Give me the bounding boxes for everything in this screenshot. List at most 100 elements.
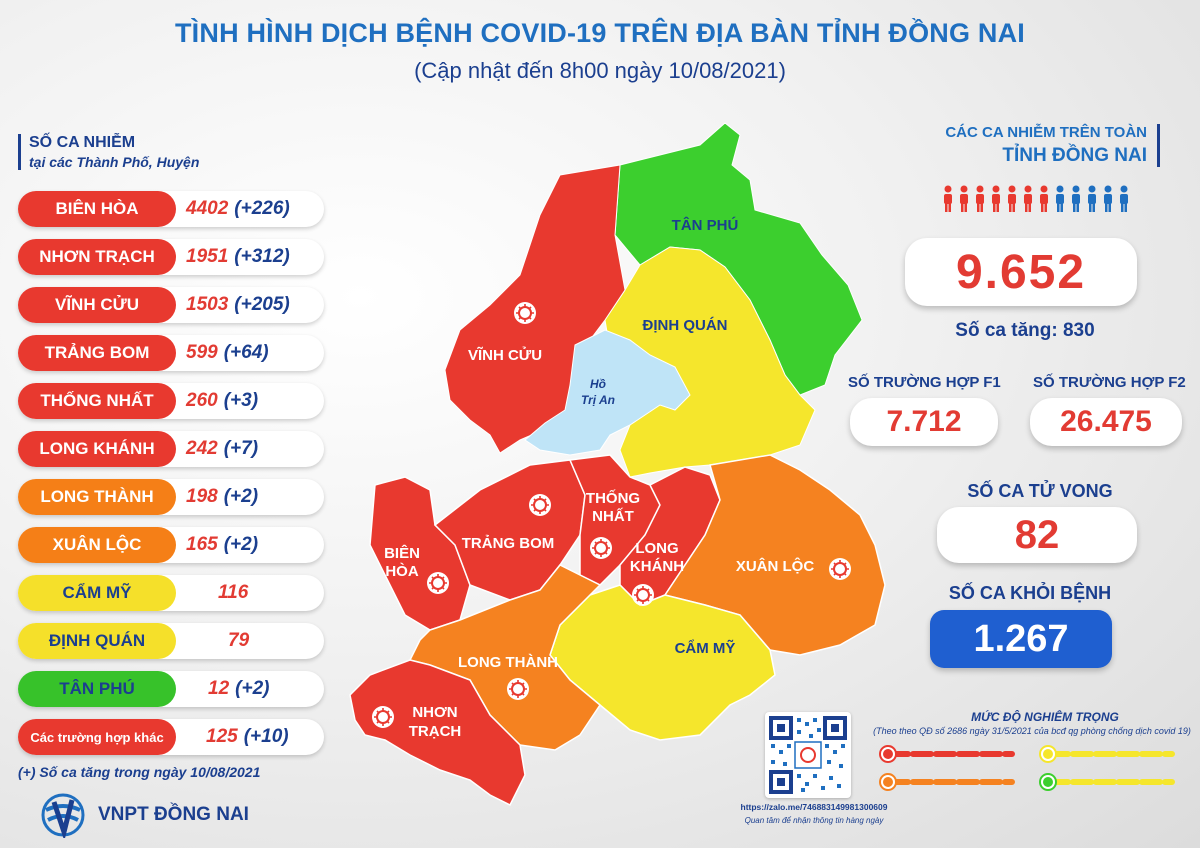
f1-label: SỐ TRƯỜNG HỢP F1 [848,374,1001,391]
virus-icon [507,678,529,700]
district-row-thong-nhat: THỐNG NHẤT 260 (+3) [18,383,324,419]
qr-note: Quan tâm để nhận thông tin hàng ngày [744,816,884,825]
case-increase: (+3) [223,390,259,411]
label-cam-my: CẨM MỸ [675,639,736,657]
label-thong-nhat-1: THỐNG [586,489,640,507]
district-row-tan-phu: TÂN PHÚ 12 (+2) [18,671,324,707]
severity-red-scale [879,745,1015,763]
case-count: 4402 [186,198,229,219]
vnpt-logo-icon [41,793,85,841]
case-count: 599 [186,342,218,363]
virus-icon [590,537,612,559]
severity-green-scale [1039,773,1175,791]
deaths-value: 82 [937,507,1137,563]
footnote: (+) Số ca tăng trong ngày 10/08/2021 [18,764,261,780]
district-name: TÂN PHÚ [18,671,176,707]
total-cases-value: 9.652 [905,238,1137,306]
label-nhon-trach-1: NHƠN [412,704,457,721]
virus-icon [514,302,536,324]
case-count: 79 [228,630,250,651]
district-row-nhon-trach: NHƠN TRẠCH 1951 (+312) [18,239,324,275]
page-title: TÌNH HÌNH DỊCH BỆNH COVID-19 TRÊN ĐỊA BÀ… [174,18,1026,48]
label-tri-an: Trị An [581,393,615,407]
deaths-label: SỐ CA TỬ VONG [967,481,1113,501]
recovered-label: SỐ CA KHỎI BỆNH [948,583,1112,603]
severity-title: MỨC ĐỘ NGHIÊM TRỌNG [971,710,1119,724]
district-name: Các trường hợp khác [18,719,176,755]
region-xuan-loc [663,454,886,656]
heading-line1: SỐ CA NHIỄM [29,134,136,151]
case-count: 1503 [186,294,229,315]
zalo-link[interactable]: https://zalo.me/746883149981300609 [740,802,888,812]
brand: VNPT ĐỒNG NAI [40,792,249,843]
case-increase: (+64) [223,342,269,363]
recovered-value: 1.267 [930,610,1112,668]
case-count: 125 [206,726,238,747]
label-thong-nhat-2: NHẤT [592,508,634,525]
case-count: 242 [186,438,218,459]
qr-code-icon[interactable] [765,712,851,798]
district-name: BIÊN HÒA [18,191,176,227]
district-row-cam-my: CẨM MỸ 116 [18,575,324,611]
cases-by-district-heading: SỐ CA NHIỄM tại các Thành Phố, Huyện [18,134,199,170]
case-increase: (+205) [234,294,290,315]
case-count: 165 [186,534,218,555]
f1-value: 7.712 [850,398,998,446]
case-count: 260 [186,390,218,411]
province-total-heading: CÁC CA NHIỄM TRÊN TOÀN TỈNH ĐỒNG NAI [945,124,1160,167]
severity-yellow-scale [1039,745,1175,763]
district-row-vinh-cuu: VĨNH CỬU 1503 (+205) [18,287,324,323]
district-name: LONG THÀNH [18,479,176,515]
case-increase: (+2) [223,534,259,555]
region-trang-bom [433,459,586,601]
label-xuan-loc: XUÂN LỘC [736,557,815,575]
virus-icon [632,584,654,606]
case-count: 198 [186,486,218,507]
label-long-khanh-2: KHÁNH [630,558,684,575]
region-nhon-trach [349,659,526,807]
heading-line1: CÁC CA NHIỄM TRÊN TOÀN [945,124,1147,141]
district-name: CẨM MỸ [18,575,176,611]
people-icons [940,185,1145,218]
region-ho-tri-an [524,329,691,456]
virus-icon [372,706,394,728]
case-increase: (+226) [234,198,290,219]
district-row-dinh-quan: ĐỊNH QUÁN 79 [18,623,324,659]
label-trang-bom: TRẢNG BOM [462,535,555,552]
case-increase: (+312) [234,246,290,267]
district-name: XUÂN LỘC [18,527,176,563]
case-increase: (+10) [243,726,289,747]
severity-orange-scale [879,773,1015,791]
label-long-thanh: LONG THÀNH [458,654,558,671]
person-icon [944,185,1128,212]
label-tan-phu: TÂN PHÚ [672,216,739,234]
f2-value: 26.475 [1030,398,1182,446]
label-dinh-quan: ĐỊNH QUÁN [643,317,728,334]
case-count: 1951 [186,246,229,267]
heading-line2: tại các Thành Phố, Huyện [29,154,200,170]
case-increase: (+2) [235,678,270,699]
dong-nai-map: TÂN PHÚ ĐỊNH QUÁN VĨNH CỬU Hồ Trị An THỐ… [349,122,886,807]
case-count: 12 [208,678,230,699]
district-name: ĐỊNH QUÁN [18,623,176,659]
f2-label: SỐ TRƯỜNG HỢP F2 [1033,374,1186,391]
label-bien-hoa-1: BIÊN [384,544,420,562]
case-count: 116 [218,582,249,603]
district-row-other: Các trường hợp khác 125 (+10) [18,719,324,755]
virus-icon [427,572,449,594]
daily-increase: Số ca tăng: 830 [955,320,1095,341]
brand-name: VNPT ĐỒNG NAI [98,804,249,825]
district-name: LONG KHÁNH [18,431,176,467]
region-bien-hoa [369,476,471,631]
label-long-khanh-1: LONG [635,540,678,557]
district-row-long-thanh: LONG THÀNH 198 (+2) [18,479,324,515]
district-row-xuan-loc: XUÂN LỘC 165 (+2) [18,527,324,563]
case-increase: (+2) [223,486,259,507]
label-ho: Hồ [590,377,606,391]
heading-line2: TỈNH ĐỒNG NAI [1002,145,1147,166]
district-row-bien-hoa: BIÊN HÒA 4402 (+226) [18,191,324,227]
label-bien-hoa-2: HÒA [385,562,419,580]
label-nhon-trach-2: TRẠCH [409,723,462,740]
virus-icon [829,558,851,580]
district-name: TRẢNG BOM [18,335,176,371]
